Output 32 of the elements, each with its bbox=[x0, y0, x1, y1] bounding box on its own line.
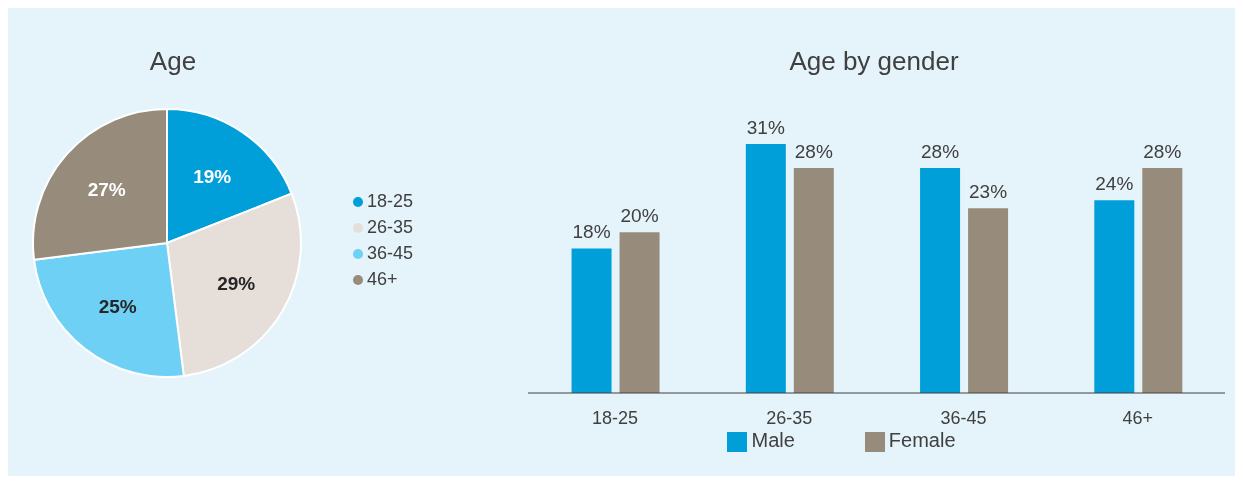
data-label: 18% bbox=[572, 221, 611, 243]
data-label: 24% bbox=[1095, 173, 1134, 195]
legend-label: 26-35 bbox=[367, 217, 414, 237]
legend-label: 46+ bbox=[367, 269, 398, 289]
x-tick-label: 26-35 bbox=[766, 407, 813, 428]
legend-label: 36-45 bbox=[367, 243, 414, 263]
bar bbox=[745, 144, 786, 393]
chart-title: Age bbox=[148, 46, 198, 77]
data-label: 28% bbox=[921, 141, 960, 163]
bar bbox=[920, 168, 961, 393]
data-label: 28% bbox=[794, 141, 833, 163]
bar bbox=[793, 168, 834, 393]
data-label: 25% bbox=[98, 296, 137, 318]
x-tick-label: 46+ bbox=[1122, 407, 1154, 428]
bar bbox=[1142, 168, 1183, 393]
data-label: 31% bbox=[746, 117, 785, 138]
data-label: 23% bbox=[969, 181, 1008, 203]
legend-label: Male bbox=[751, 429, 795, 451]
legend-label: Female bbox=[888, 429, 956, 451]
legend-label: 18-25 bbox=[367, 191, 414, 211]
data-label: 28% bbox=[1143, 141, 1182, 163]
data-label: 27% bbox=[87, 179, 126, 201]
x-tick-label: 18-25 bbox=[592, 407, 639, 428]
chart-title: Age by gender bbox=[788, 46, 960, 77]
bar bbox=[1094, 200, 1135, 393]
data-label: 19% bbox=[193, 166, 232, 187]
bar bbox=[968, 208, 1009, 393]
bar bbox=[619, 232, 660, 393]
x-tick-label: 36-45 bbox=[940, 407, 987, 428]
data-label: 29% bbox=[217, 273, 256, 295]
data-label: 20% bbox=[620, 205, 659, 227]
bar bbox=[571, 248, 612, 393]
